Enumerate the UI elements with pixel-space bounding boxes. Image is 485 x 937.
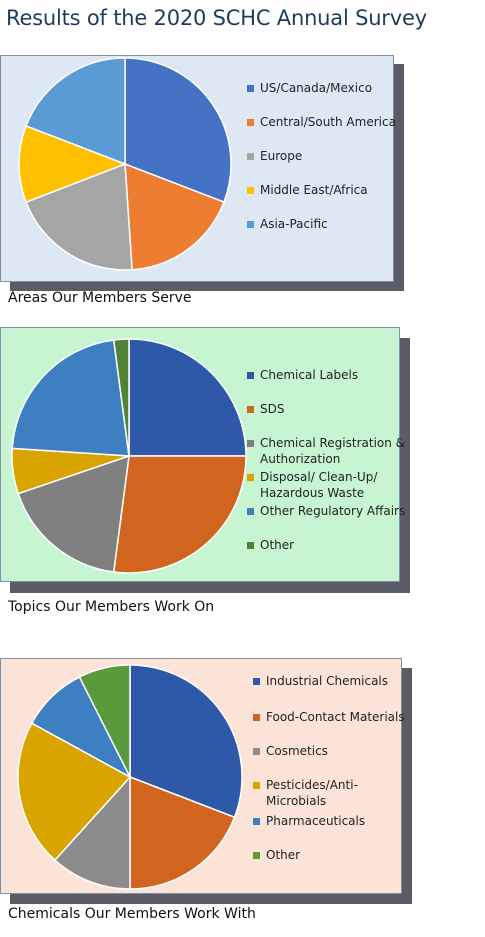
legend-item: Other Regulatory Affairs	[247, 503, 407, 519]
pie-slice-6	[78, 664, 131, 778]
pie-slice-3	[17, 454, 130, 573]
legend-swatch	[247, 406, 254, 413]
legend-item: Central/South America	[247, 114, 407, 130]
legend-item: Cosmetics	[253, 743, 413, 759]
legend-item: SDS	[247, 401, 407, 417]
legend-label: Middle East/Africa	[260, 183, 368, 197]
legend-label: Other	[266, 848, 301, 862]
legend-swatch	[247, 153, 254, 160]
chart-caption-areas: Areas Our Members Serve	[8, 290, 192, 306]
legend-item: US/Canada/Mexico	[247, 80, 407, 96]
pie-slice-1	[128, 338, 247, 457]
legend-label: Chemical Registration & Authorization	[260, 436, 406, 466]
legend-item: Chemical Registration & Authorization	[247, 435, 407, 467]
legend-swatch	[253, 714, 260, 721]
legend-swatch	[247, 508, 254, 515]
pie-slice-5	[25, 57, 126, 166]
legend-item: Europe	[247, 148, 407, 164]
pie-slice-5	[11, 339, 130, 457]
legend-item: Disposal/ Clean-Up/ Hazardous Waste	[247, 469, 407, 501]
page-title: Results of the 2020 SCHC Annual Survey	[6, 6, 427, 30]
pie-slice-2	[112, 455, 247, 574]
legend-item: Other	[253, 847, 413, 863]
legend-label: Central/South America	[260, 115, 396, 129]
chart-panel-areas: US/Canada/Mexico Central/South America Eur…	[0, 55, 396, 282]
legend-swatch	[247, 85, 254, 92]
legend-swatch	[247, 187, 254, 194]
legend-item: Middle East/Africa	[247, 182, 407, 198]
legend-label: Disposal/ Clean-Up/ Hazardous Waste	[260, 470, 378, 500]
legend-swatch	[253, 818, 260, 825]
legend-swatch	[247, 221, 254, 228]
legend-label: Industrial Chemicals	[266, 674, 389, 688]
legend-item: Food-Contact Materials	[253, 709, 413, 725]
legend-swatch	[247, 474, 254, 481]
legend-label: Pesticides/Anti-Microbials	[266, 778, 358, 808]
pie-slice-3	[53, 775, 131, 890]
legend-label: Chemical Labels	[260, 368, 359, 382]
legend-swatch	[247, 372, 254, 379]
pie-slice-3	[25, 162, 133, 271]
chart-panel-topics: Chemical Labels SDS Chemical Registration …	[0, 327, 405, 582]
legend-item: Other	[247, 537, 407, 553]
legend-label: Food-Contact Materials	[266, 710, 405, 724]
legend-swatch	[253, 852, 260, 859]
legend-swatch	[247, 440, 254, 447]
pie-slice-4	[17, 722, 132, 862]
legend-item: Pesticides/Anti-Microbials	[253, 777, 413, 809]
pie-chart-areas	[18, 57, 232, 271]
chart-panel-chemicals: Industrial Chemicals Food-Contact Materia…	[0, 658, 405, 894]
pie-chart-topics	[11, 338, 247, 574]
pie-chart-chemicals	[17, 664, 243, 890]
pie-slice-2	[129, 775, 236, 890]
legend-label: Other Regulatory Affairs	[260, 504, 406, 518]
legend-label: Asia-Pacific	[260, 217, 328, 231]
legend-swatch	[253, 678, 260, 685]
pie-slice-1	[129, 664, 243, 819]
legend-item: Chemical Labels	[247, 367, 407, 383]
legend-label: US/Canada/Mexico	[260, 81, 373, 95]
legend-label: Cosmetics	[266, 744, 328, 758]
chart-caption-chemicals: Chemicals Our Members Work With	[8, 906, 256, 922]
legend-swatch	[253, 748, 260, 755]
legend-item: Pharmaceuticals	[253, 813, 413, 829]
pie-slice-6	[112, 338, 130, 457]
legend-label: Pharmaceuticals	[266, 814, 366, 828]
chart-caption-topics: Topics Our Members Work On	[8, 599, 215, 615]
pie-slice-4	[18, 124, 128, 204]
legend-label: SDS	[260, 402, 285, 416]
legend-swatch	[247, 542, 254, 549]
legend-item: Asia-Pacific	[247, 216, 407, 232]
legend-swatch	[247, 119, 254, 126]
pie-slice-1	[124, 57, 232, 204]
pie-slice-2	[124, 162, 225, 271]
legend-label: Europe	[260, 149, 303, 163]
legend-swatch	[253, 782, 260, 789]
legend-label: Other	[260, 538, 295, 552]
legend-item: Industrial Chemicals	[253, 673, 413, 689]
